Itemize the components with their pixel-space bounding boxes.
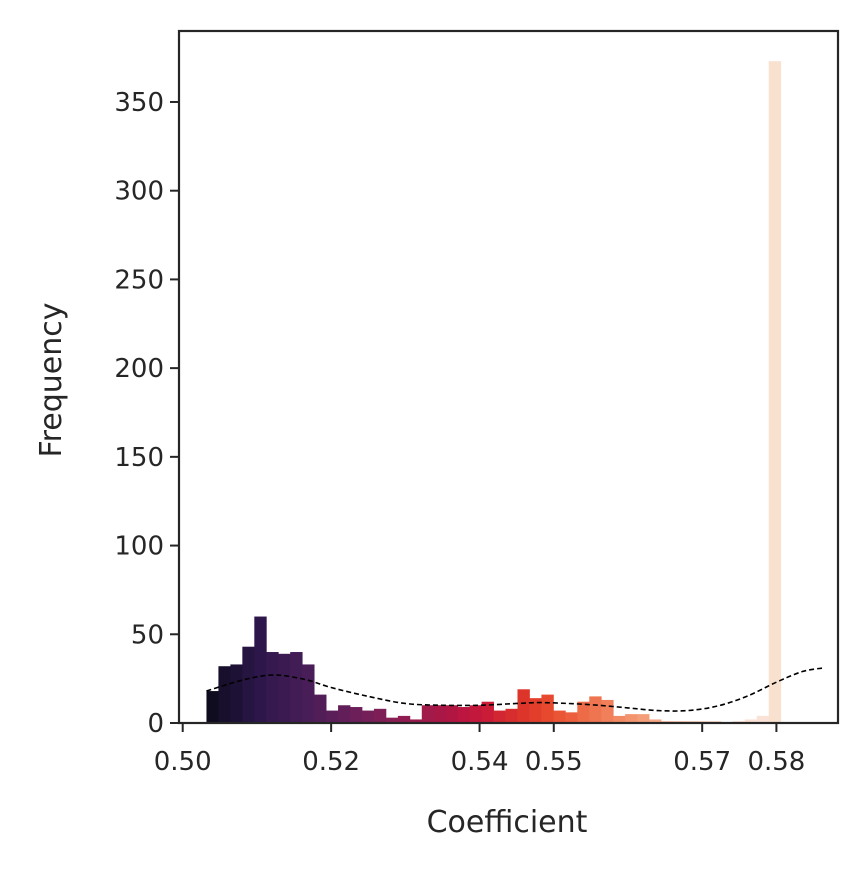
- x-tick-label: 0.58: [747, 747, 805, 777]
- histogram-bar: [373, 708, 387, 723]
- histogram-bar: [553, 710, 566, 723]
- histogram-bar: [445, 705, 459, 723]
- histogram-bar: [278, 653, 291, 723]
- histogram-bar: [230, 664, 243, 723]
- x-tick-label: 0.50: [154, 747, 212, 777]
- histogram-bar: [302, 664, 315, 723]
- histogram-bar: [768, 61, 782, 724]
- histogram-bar: [649, 719, 662, 723]
- x-tick-label: 0.52: [302, 747, 360, 777]
- histogram-bar: [218, 666, 231, 723]
- histogram-bar: [266, 652, 279, 723]
- histogram-bar: [338, 705, 351, 723]
- bars-group: [206, 61, 782, 724]
- histogram-bar: [314, 694, 327, 723]
- histogram-bar: [613, 715, 626, 723]
- histogram-bar: [481, 701, 494, 723]
- histogram-bar: [517, 689, 530, 723]
- histogram-bar: [589, 696, 602, 723]
- histogram-bar: [541, 694, 554, 723]
- x-axis-ticks: 0.50 0.52 0.54 0.55 0.57 0.58: [154, 723, 805, 777]
- histogram-bar: [397, 715, 411, 723]
- histogram-bar: [433, 705, 447, 723]
- y-tick-label: 100: [114, 532, 164, 562]
- histogram-bar: [409, 719, 423, 723]
- histogram-bar: [744, 719, 758, 723]
- x-tick-label: 0.54: [451, 747, 509, 777]
- histogram-bar: [457, 707, 471, 723]
- plot-frame: [177, 29, 840, 725]
- histogram-bar: [756, 715, 770, 723]
- y-tick-label: 0: [147, 709, 164, 739]
- y-axis-ticks: 0 50 100 150 200 250 300 350: [114, 88, 179, 739]
- y-tick-label: 200: [114, 354, 164, 384]
- x-tick-label: 0.55: [525, 747, 583, 777]
- histogram-bar: [290, 652, 303, 723]
- histogram-bar: [637, 714, 650, 723]
- histogram-bar: [206, 691, 219, 723]
- histogram-bar: [601, 699, 614, 723]
- histogram-bar: [242, 646, 255, 723]
- histogram-bar: [565, 712, 578, 723]
- histogram-bar: [469, 705, 482, 723]
- histogram-bar: [385, 717, 399, 723]
- x-tick-label: 0.57: [673, 747, 731, 777]
- y-axis-label: Frequency: [34, 303, 69, 458]
- y-tick-label: 150: [114, 443, 164, 473]
- y-tick-label: 250: [114, 265, 164, 295]
- histogram-bar: [577, 701, 590, 723]
- histogram-bar: [254, 616, 267, 723]
- histogram-bar: [505, 708, 518, 723]
- histogram-bar: [326, 710, 339, 723]
- histogram-bar: [493, 710, 506, 723]
- kde-curve: [206, 667, 824, 712]
- x-axis-label: Coefficient: [427, 805, 588, 840]
- y-tick-label: 50: [131, 620, 164, 650]
- histogram-bar: [350, 707, 363, 723]
- histogram-bar: [421, 705, 435, 723]
- histogram-bar: [529, 698, 542, 723]
- y-tick-label: 300: [114, 177, 164, 207]
- histogram-bar: [625, 714, 638, 723]
- histogram-bar: [361, 710, 375, 723]
- y-tick-label: 350: [114, 88, 164, 118]
